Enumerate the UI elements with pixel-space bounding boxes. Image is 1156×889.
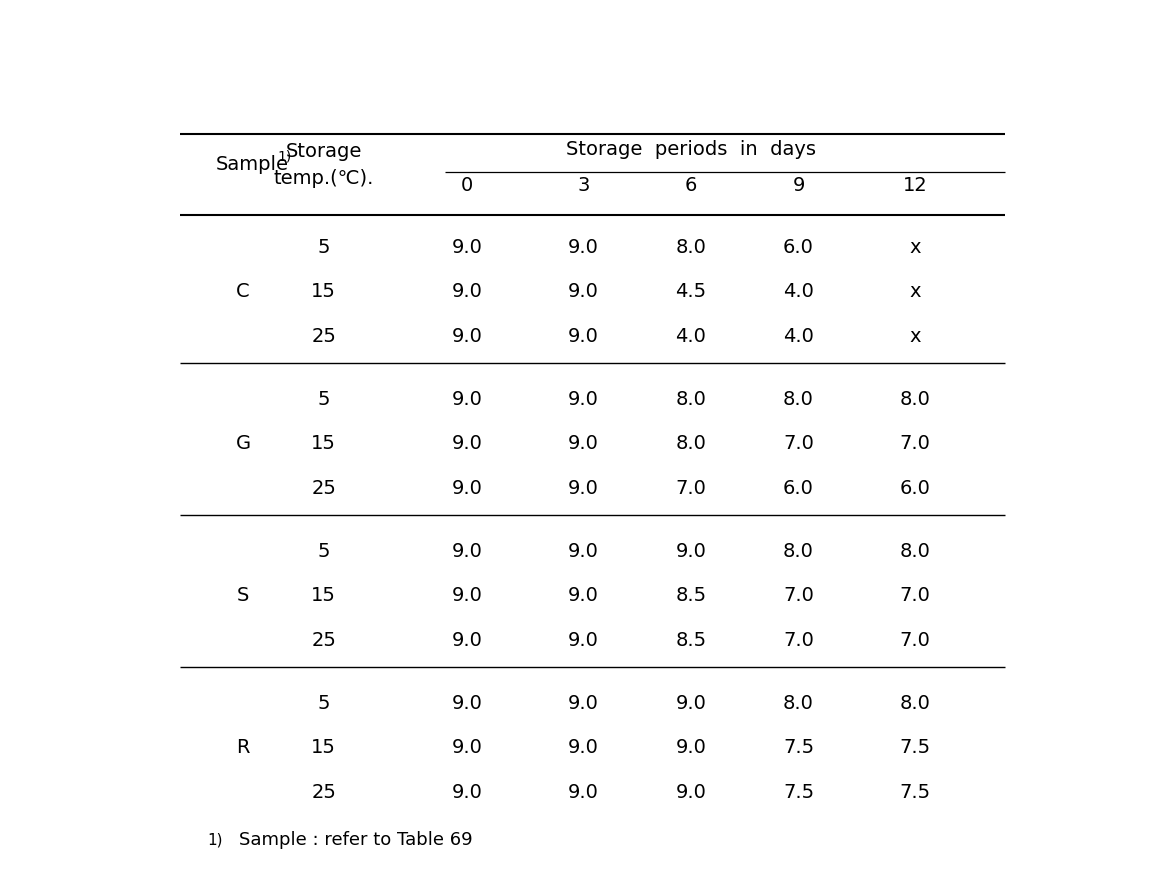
- Text: 9.0: 9.0: [675, 693, 706, 713]
- Text: 1): 1): [277, 149, 291, 164]
- Text: 25: 25: [311, 782, 336, 802]
- Text: 7.0: 7.0: [783, 586, 814, 605]
- Text: 9.0: 9.0: [452, 327, 482, 346]
- Text: 9.0: 9.0: [675, 782, 706, 802]
- Text: 4.0: 4.0: [783, 283, 814, 301]
- Text: 9.0: 9.0: [568, 238, 599, 257]
- Text: 5: 5: [318, 541, 329, 561]
- Text: 8.0: 8.0: [783, 541, 814, 561]
- Text: 9: 9: [792, 176, 805, 195]
- Text: 6.0: 6.0: [783, 479, 814, 498]
- Text: R: R: [236, 738, 250, 757]
- Text: 6: 6: [684, 176, 697, 195]
- Text: 9.0: 9.0: [568, 631, 599, 650]
- Text: 9.0: 9.0: [452, 435, 482, 453]
- Text: 15: 15: [311, 586, 336, 605]
- Text: 6.0: 6.0: [783, 238, 814, 257]
- Text: 15: 15: [311, 738, 336, 757]
- Text: 9.0: 9.0: [452, 738, 482, 757]
- Text: 15: 15: [311, 283, 336, 301]
- Text: 8.0: 8.0: [675, 435, 706, 453]
- Text: 9.0: 9.0: [568, 327, 599, 346]
- Text: 5: 5: [318, 693, 329, 713]
- Text: 4.0: 4.0: [675, 327, 706, 346]
- Text: Sample : refer to Table 69: Sample : refer to Table 69: [238, 831, 472, 849]
- Text: 7.0: 7.0: [675, 479, 706, 498]
- Text: G: G: [236, 435, 251, 453]
- Text: 9.0: 9.0: [568, 586, 599, 605]
- Text: x: x: [910, 327, 920, 346]
- Text: S: S: [237, 586, 250, 605]
- Text: 8.0: 8.0: [899, 693, 931, 713]
- Text: 8.0: 8.0: [783, 693, 814, 713]
- Text: Sample: Sample: [216, 156, 289, 174]
- Text: 9.0: 9.0: [568, 479, 599, 498]
- Text: 7.5: 7.5: [899, 782, 931, 802]
- Text: 8.5: 8.5: [675, 631, 706, 650]
- Text: 7.0: 7.0: [783, 435, 814, 453]
- Text: 9.0: 9.0: [568, 541, 599, 561]
- Text: 25: 25: [311, 479, 336, 498]
- Text: 8.0: 8.0: [675, 389, 706, 409]
- Text: 8.0: 8.0: [899, 541, 931, 561]
- Text: 9.0: 9.0: [452, 782, 482, 802]
- Text: 4.0: 4.0: [783, 327, 814, 346]
- Text: 9.0: 9.0: [568, 782, 599, 802]
- Text: 0: 0: [461, 176, 473, 195]
- Text: 5: 5: [318, 238, 329, 257]
- Text: 9.0: 9.0: [452, 631, 482, 650]
- Text: 7.5: 7.5: [899, 738, 931, 757]
- Text: 9.0: 9.0: [568, 283, 599, 301]
- Text: 5: 5: [318, 389, 329, 409]
- Text: 9.0: 9.0: [568, 389, 599, 409]
- Text: 7.0: 7.0: [899, 435, 931, 453]
- Text: 9.0: 9.0: [452, 541, 482, 561]
- Text: 7.0: 7.0: [899, 631, 931, 650]
- Text: 7.5: 7.5: [783, 782, 814, 802]
- Text: 9.0: 9.0: [452, 238, 482, 257]
- Text: 6.0: 6.0: [899, 479, 931, 498]
- Text: Storage  periods  in  days: Storage periods in days: [566, 140, 816, 158]
- Text: 12: 12: [903, 176, 927, 195]
- Text: 9.0: 9.0: [452, 693, 482, 713]
- Text: 8.5: 8.5: [675, 586, 706, 605]
- Text: 7.5: 7.5: [783, 738, 814, 757]
- Text: 25: 25: [311, 327, 336, 346]
- Text: 9.0: 9.0: [568, 693, 599, 713]
- Text: C: C: [236, 283, 250, 301]
- Text: x: x: [910, 238, 920, 257]
- Text: 1): 1): [207, 832, 223, 847]
- Text: 4.5: 4.5: [675, 283, 706, 301]
- Text: 9.0: 9.0: [452, 479, 482, 498]
- Text: 8.0: 8.0: [783, 389, 814, 409]
- Text: 9.0: 9.0: [568, 738, 599, 757]
- Text: 9.0: 9.0: [452, 389, 482, 409]
- Text: 9.0: 9.0: [452, 586, 482, 605]
- Text: 8.0: 8.0: [675, 238, 706, 257]
- Text: 8.0: 8.0: [899, 389, 931, 409]
- Text: 9.0: 9.0: [568, 435, 599, 453]
- Text: x: x: [910, 283, 920, 301]
- Text: 3: 3: [577, 176, 590, 195]
- Text: 25: 25: [311, 631, 336, 650]
- Text: 7.0: 7.0: [783, 631, 814, 650]
- Text: 9.0: 9.0: [452, 283, 482, 301]
- Text: 15: 15: [311, 435, 336, 453]
- Text: 7.0: 7.0: [899, 586, 931, 605]
- Text: 9.0: 9.0: [675, 541, 706, 561]
- Text: Storage
temp.(℃).: Storage temp.(℃).: [274, 142, 373, 188]
- Text: 9.0: 9.0: [675, 738, 706, 757]
